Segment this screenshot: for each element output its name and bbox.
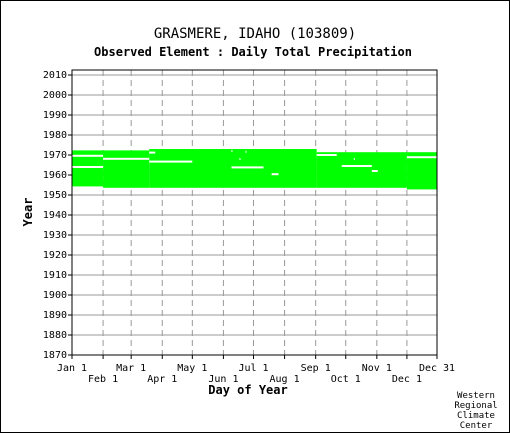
x-tick-label-bottom: Apr 1 [147,374,177,385]
y-tick-label: 1990 [43,110,67,121]
missing-segment [245,150,247,153]
axes: 2010 2000 1990 1980 1970 1960 1950 1940 1930 1920… [43,69,455,385]
x-tick-label-top: Sep 1 [301,363,331,374]
x-tick-label-top: May 1 [177,363,207,374]
missing-segment [316,154,337,156]
grid [72,70,437,356]
missing-segment [231,150,233,152]
x-tick-label-bottom: Dec 1 [392,374,422,385]
chart-subtitle: Observed Element : Daily Total Precipita… [94,45,412,59]
missing-segment [149,160,193,163]
missing-segment [103,157,150,160]
y-tick-label: 1970 [43,150,67,161]
x-tick-label-bottom: Oct 1 [331,374,361,385]
data-area [72,149,437,190]
y-tick-label: 1940 [43,210,67,221]
missing-segment [72,154,104,157]
x-tick-label-bottom: Aug 1 [270,374,300,385]
x-tick-label-bottom: Jun 1 [208,374,238,385]
x-tick-label-top: Mar 1 [116,363,146,374]
y-tick-label: 2000 [43,90,67,101]
x-tick-label-top: Nov 1 [362,363,392,374]
y-tick-label: 1960 [43,170,67,181]
x-tick-label-top: Jan 1 [57,363,87,374]
y-tick-label: 1900 [43,290,67,301]
chart-title: GRASMERE, IDAHO (103809) [154,26,356,42]
y-tick-label: 1910 [43,270,67,281]
missing-segment [72,166,104,168]
observed-period [316,152,407,188]
y-tick-label: 1890 [43,310,67,321]
y-tick-label: 2010 [43,70,67,81]
credit-line: Climate [457,411,495,421]
y-tick-label: 1950 [43,190,67,201]
missing-segment [406,156,437,159]
missing-segment [353,158,355,160]
y-tick-label: 1980 [43,130,67,141]
y-tick-label: 1870 [43,350,67,361]
missing-segment [149,151,156,154]
missing-segment [239,158,241,160]
y-tick-label: 1930 [43,230,67,241]
missing-segment [371,170,378,172]
x-tick-label-bottom: Feb 1 [88,374,118,385]
observed-period [103,150,150,188]
y-axis-label: Year [21,198,35,227]
credit-line: Western [457,391,495,401]
y-tick-label: 1880 [43,330,67,341]
plot-border [71,69,438,356]
missing-segment [231,166,264,169]
missing-segment [341,165,372,167]
x-tick-label-top: Jul 1 [238,363,268,374]
x-tick-label-top: Dec 31 [419,363,455,374]
x-axis-label: Day of Year [208,383,287,397]
missing-segment [271,173,279,176]
credit-line: Regional [454,401,497,411]
observed-period [406,152,437,190]
credit-line: Center [460,421,493,431]
y-tick-label: 1920 [43,250,67,261]
